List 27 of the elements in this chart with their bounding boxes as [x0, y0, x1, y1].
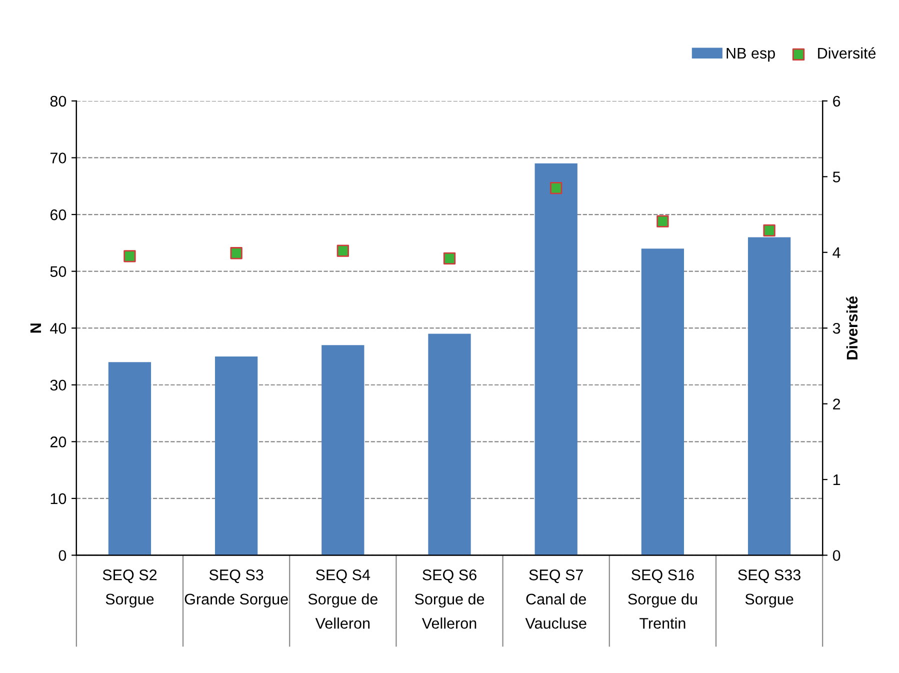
legend-label: Diversité [818, 47, 876, 59]
x-tick-label: SEQ S3 Grande Sorgue [184, 570, 288, 608]
y2-tick-label: 3 [832, 322, 840, 334]
legend-label: NB esp [726, 48, 775, 62]
y2-tick-label: 5 [832, 172, 840, 182]
y-tick-label: 50 [50, 266, 66, 277]
x-tick-label: SEQ S16 Sorgue du Trentin [628, 570, 697, 629]
y-tick-label: 60 [50, 209, 66, 220]
y2-tick-label: 0 [832, 550, 840, 561]
y2-tick-label: 6 [833, 96, 840, 107]
x-tick-label: SEQ S7 Canal de Vaucluse [525, 570, 586, 629]
y-tick-label: 0 [58, 550, 66, 561]
y2-tick-label: 2 [833, 398, 840, 410]
y-tick-label: 20 [50, 436, 66, 448]
y-tick-label: 40 [50, 322, 66, 334]
x-tick-label: SEQ S33 Sorgue [738, 570, 800, 608]
y-tick-label: 10 [50, 493, 66, 504]
y-tick-label: 70 [50, 152, 66, 164]
y-tick-label: 30 [50, 380, 66, 391]
y2-axis-title: Diversité [846, 296, 858, 360]
x-tick-label: SEQ S2 Sorgue [102, 570, 157, 608]
y-tick-label: 80 [50, 96, 66, 107]
x-tick-label: SEQ S4 Sorgue de Velleron [308, 570, 378, 629]
y2-tick-label: 4 [832, 247, 840, 258]
y-axis-title: N [30, 324, 41, 333]
x-tick-label: SEQ S6 Sorgue de Velleron [414, 570, 484, 629]
y2-tick-label: 1 [833, 474, 840, 486]
